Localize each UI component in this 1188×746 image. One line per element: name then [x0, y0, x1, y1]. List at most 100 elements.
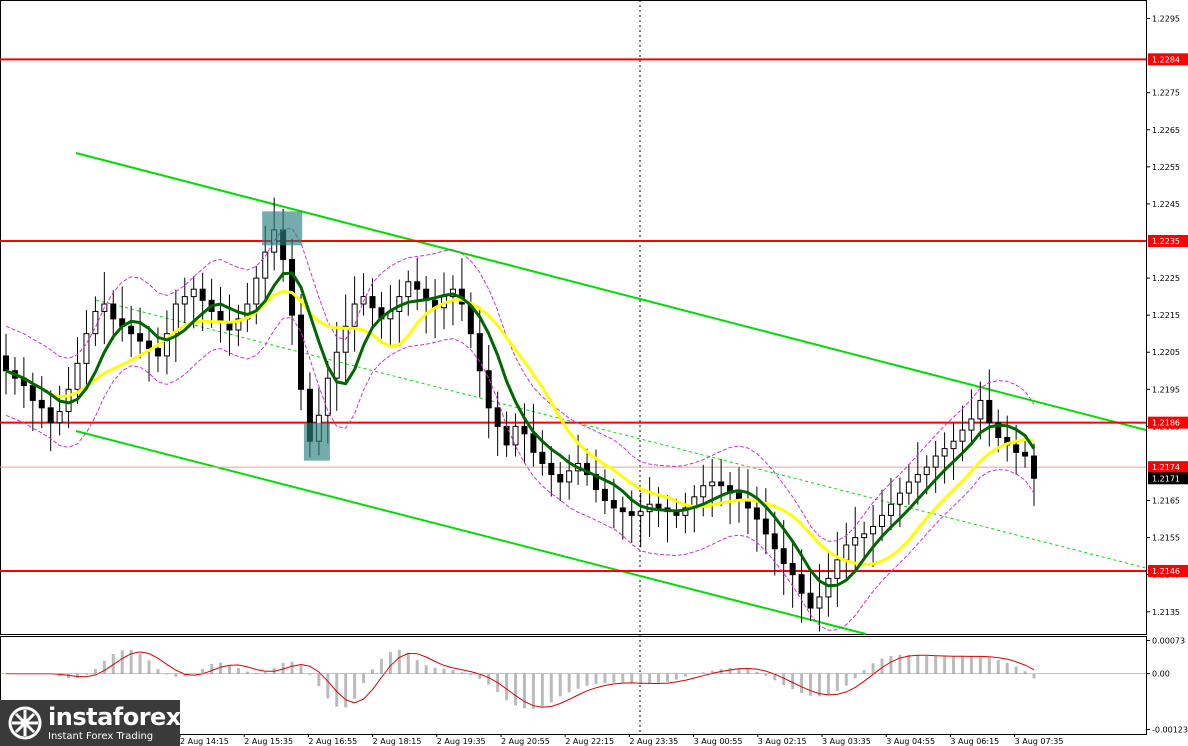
level-label: 1.2186	[1152, 419, 1180, 428]
candle-body	[941, 448, 948, 457]
candle-body	[405, 281, 412, 298]
candle-body	[807, 592, 814, 609]
candle-body	[65, 388, 72, 413]
y-tick-label: 1.2245	[1152, 200, 1180, 209]
indicator-tick-label: 0.00073	[1152, 637, 1185, 646]
logo-tagline: Instant Forex Trading	[48, 731, 154, 742]
candle-body	[825, 577, 832, 598]
level-tag	[1148, 53, 1188, 66]
candle-body	[932, 455, 939, 468]
moving-average-fast	[5, 271, 1036, 588]
candle-body	[333, 351, 340, 379]
level-tag	[1148, 564, 1188, 577]
instaforex-logo-icon	[8, 706, 42, 740]
candle-body	[789, 563, 796, 576]
candle-body	[539, 451, 546, 464]
channel-mid-line	[95, 299, 1147, 569]
x-tick-label: 2 Aug 14:15	[180, 737, 229, 746]
x-tick-label: 2 Aug 23:35	[629, 737, 678, 746]
candle-body	[181, 296, 188, 305]
y-tick-label: 1.2165	[1152, 497, 1180, 506]
y-tick-label: 1.2275	[1152, 89, 1180, 98]
candle-body	[619, 507, 626, 513]
level-label: 1.2235	[1152, 237, 1180, 246]
candle-body	[798, 574, 805, 594]
candle-body	[503, 425, 510, 446]
candle-body	[530, 433, 537, 453]
candle-body	[1022, 451, 1029, 457]
candle-body	[110, 303, 117, 320]
candle-body	[1031, 455, 1037, 479]
candle-body	[995, 422, 1002, 438]
candle-body	[968, 418, 975, 431]
candle-body	[601, 488, 608, 502]
price-tag-label: 1.2171	[1152, 474, 1180, 483]
candle-body	[163, 333, 170, 357]
candle-body	[92, 310, 99, 335]
level-tag	[1148, 416, 1188, 429]
y-tick-label: 1.2255	[1152, 163, 1180, 172]
x-tick-label: 3 Aug 03:35	[822, 737, 871, 746]
candle-body	[512, 425, 519, 446]
candle-body	[637, 511, 644, 516]
candle-body	[297, 314, 304, 390]
candle-body	[414, 281, 421, 290]
x-tick-label: 3 Aug 00:55	[694, 737, 743, 746]
candle-body	[190, 288, 197, 298]
bollinger-lower	[5, 317, 1035, 631]
candle-body	[262, 251, 269, 279]
x-tick-label: 3 Aug 02:15	[758, 737, 807, 746]
candle-body	[753, 507, 760, 520]
candle-body	[566, 470, 573, 483]
bollinger-upper	[5, 228, 1035, 542]
x-tick-label: 3 Aug 07:35	[1015, 737, 1064, 746]
candle-body	[852, 537, 859, 546]
candle-body	[887, 503, 894, 516]
x-tick-label: 2 Aug 19:35	[437, 737, 486, 746]
candle-body	[494, 407, 501, 427]
x-tick-label: 2 Aug 18:15	[373, 737, 422, 746]
logo-brand: instaforex	[48, 703, 181, 731]
candle-body	[154, 348, 161, 357]
candle-body	[834, 559, 841, 579]
candle-body	[977, 399, 984, 420]
candle-body	[861, 533, 868, 539]
y-tick-label: 1.2155	[1152, 534, 1180, 543]
candle-body	[253, 277, 260, 305]
x-tick-label: 2 Aug 20:55	[501, 737, 550, 746]
candle-body	[476, 333, 483, 372]
candle-body	[557, 474, 564, 483]
candle-body	[718, 481, 725, 487]
candle-body	[771, 533, 778, 550]
candle-body	[146, 340, 153, 350]
candle-body	[923, 466, 930, 476]
candle-body	[628, 511, 635, 516]
candle-body	[199, 288, 206, 301]
channel-upper-line	[75, 152, 1147, 431]
level-label: 1.2284	[1152, 55, 1180, 64]
candle-body	[83, 333, 90, 364]
y-tick-label: 1.2225	[1152, 274, 1180, 283]
candle-body	[959, 429, 966, 442]
candle-body	[548, 462, 555, 476]
y-tick-label: 1.2295	[1152, 15, 1180, 24]
channel-lower-line	[75, 430, 867, 635]
y-tick-label: 1.2195	[1152, 385, 1180, 394]
candle-body	[485, 370, 492, 409]
level-label: 1.2146	[1152, 567, 1180, 576]
candle-body	[655, 503, 662, 509]
indicator-tick-label: 0.00	[1152, 670, 1170, 679]
candle-body	[38, 399, 45, 409]
signal-highlight-box	[262, 211, 303, 246]
level-tag	[1148, 234, 1188, 247]
candle-body	[351, 303, 358, 327]
indicator-panel	[0, 636, 1147, 735]
candle-body	[986, 399, 993, 424]
moving-average-slow	[5, 289, 1035, 567]
candle-body	[172, 303, 179, 335]
candle-body	[879, 514, 886, 527]
candle-body	[47, 407, 54, 424]
price-panel	[0, 0, 1147, 635]
candle-body	[521, 425, 528, 435]
